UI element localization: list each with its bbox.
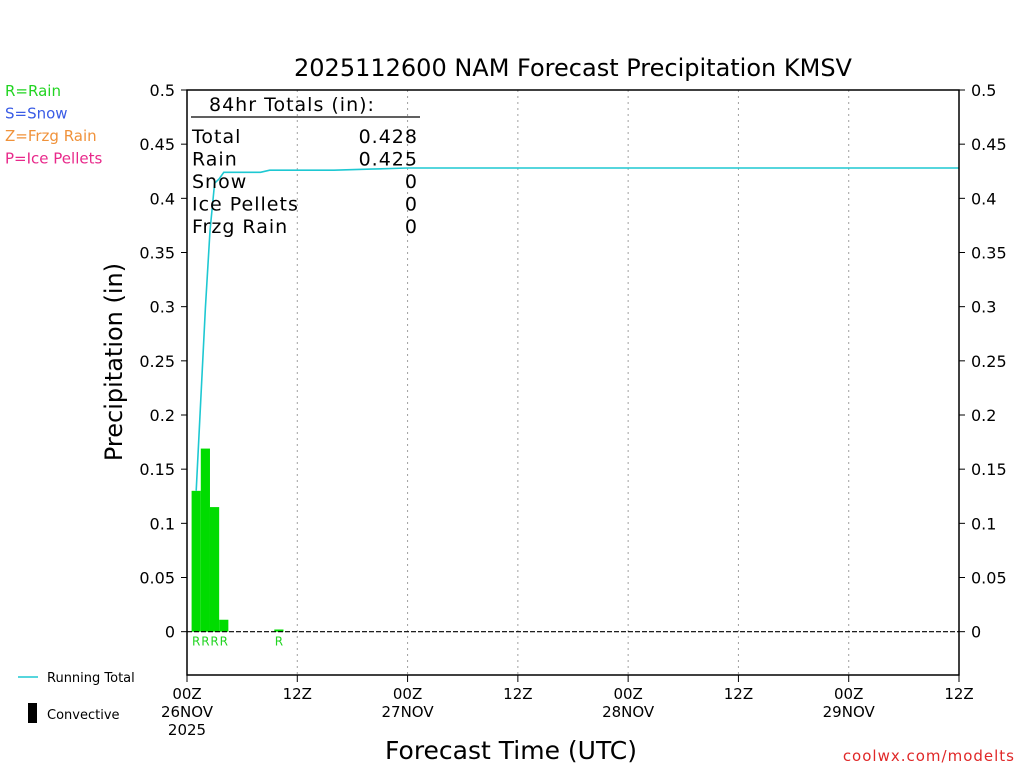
y-tick-label-left: 0.3 bbox=[150, 298, 175, 317]
precip-bar bbox=[219, 619, 229, 632]
y-tick-label-right: 0.35 bbox=[971, 244, 1007, 263]
totals-row-value: 0 bbox=[405, 171, 418, 193]
ptype-marker: R bbox=[275, 635, 283, 649]
precip-bar bbox=[191, 490, 201, 632]
totals-row-label: Total bbox=[191, 126, 241, 148]
x-tick-label: 00Z bbox=[613, 685, 642, 703]
x-tick-label: 29NOV bbox=[823, 703, 876, 721]
x-tick-label: 12Z bbox=[724, 685, 753, 703]
running-total-legend-label: Running Total bbox=[47, 671, 135, 686]
y-tick-label-left: 0.05 bbox=[139, 569, 175, 588]
y-tick-label-right: 0.4 bbox=[971, 189, 996, 208]
ptype-marker: R bbox=[210, 635, 218, 649]
y-tick-label-right: 0.25 bbox=[971, 352, 1007, 371]
ptype-marker: R bbox=[201, 635, 209, 649]
y-tick-label-right: 0.3 bbox=[971, 298, 996, 317]
x-tick-label: 27NOV bbox=[382, 703, 435, 721]
y-tick-label-right: 0.45 bbox=[971, 135, 1007, 154]
y-tick-label-left: 0.2 bbox=[150, 406, 175, 425]
y-tick-label-left: 0.4 bbox=[150, 189, 175, 208]
precip-bar bbox=[274, 629, 284, 632]
y-tick-label-right: 0.1 bbox=[971, 514, 996, 533]
credit-text: coolwx.com/modelts bbox=[843, 747, 1015, 765]
y-tick-label-right: 0 bbox=[971, 623, 981, 642]
y-axis-label: Precipitation (in) bbox=[100, 263, 128, 461]
totals-row-label: Rain bbox=[192, 149, 238, 171]
ptype-legend-item: P=Ice Pellets bbox=[5, 150, 102, 168]
x-tick-label: 26NOV bbox=[161, 703, 214, 721]
totals-row-value: 0 bbox=[405, 216, 418, 238]
totals-row-value: 0.428 bbox=[359, 126, 418, 148]
totals-heading: 84hr Totals (in): bbox=[209, 94, 375, 116]
totals-row-label: Ice Pellets bbox=[192, 194, 299, 216]
running-total-line bbox=[195, 167, 959, 491]
y-tick-label-right: 0.15 bbox=[971, 460, 1007, 479]
y-tick-label-left: 0.5 bbox=[150, 81, 175, 100]
y-tick-label-left: 0.35 bbox=[139, 244, 175, 263]
ptype-marker: R bbox=[220, 635, 228, 649]
x-tick-label: 2025 bbox=[168, 721, 206, 739]
y-tick-label-right: 0.05 bbox=[971, 569, 1007, 588]
y-tick-label-left: 0 bbox=[165, 623, 175, 642]
totals-row-value: 0 bbox=[405, 194, 418, 216]
convective-legend-label: Convective bbox=[47, 708, 120, 723]
x-tick-label: 28NOV bbox=[602, 703, 655, 721]
x-tick-label: 00Z bbox=[393, 685, 422, 703]
ptype-legend-item: S=Snow bbox=[5, 105, 68, 123]
y-tick-label-left: 0.25 bbox=[139, 352, 175, 371]
x-tick-label: 00Z bbox=[172, 685, 201, 703]
y-tick-label-left: 0.15 bbox=[139, 460, 175, 479]
x-axis-label: Forecast Time (UTC) bbox=[385, 736, 637, 765]
y-tick-label-right: 0.2 bbox=[971, 406, 996, 425]
y-tick-label-left: 0.45 bbox=[139, 135, 175, 154]
x-tick-label: 12Z bbox=[503, 685, 532, 703]
totals-row-value: 0.425 bbox=[359, 149, 418, 171]
ptype-legend-item: R=Rain bbox=[5, 82, 61, 100]
ptype-marker: R bbox=[192, 635, 200, 649]
y-tick-label-left: 0.1 bbox=[150, 514, 175, 533]
precip-bar bbox=[209, 507, 220, 632]
y-tick-label-right: 0.5 bbox=[971, 81, 996, 100]
ptype-legend-item: Z=Frzg Rain bbox=[5, 127, 97, 145]
plot-frame bbox=[186, 89, 960, 676]
totals-row-label: Frzg Rain bbox=[192, 216, 288, 238]
x-tick-label: 12Z bbox=[283, 685, 312, 703]
totals-row-label: Snow bbox=[192, 171, 247, 193]
precip-bar bbox=[200, 448, 210, 632]
convective-legend-swatch bbox=[28, 703, 37, 723]
x-tick-label: 00Z bbox=[834, 685, 863, 703]
plot-area: R R R R R0 00.05 0.050.1 0.10.15 0.150.2 0.20.25 0… bbox=[139, 81, 1006, 739]
x-tick-label: 12Z bbox=[944, 685, 973, 703]
chart-title: 2025112600 NAM Forecast Precipitation KM… bbox=[294, 54, 853, 82]
